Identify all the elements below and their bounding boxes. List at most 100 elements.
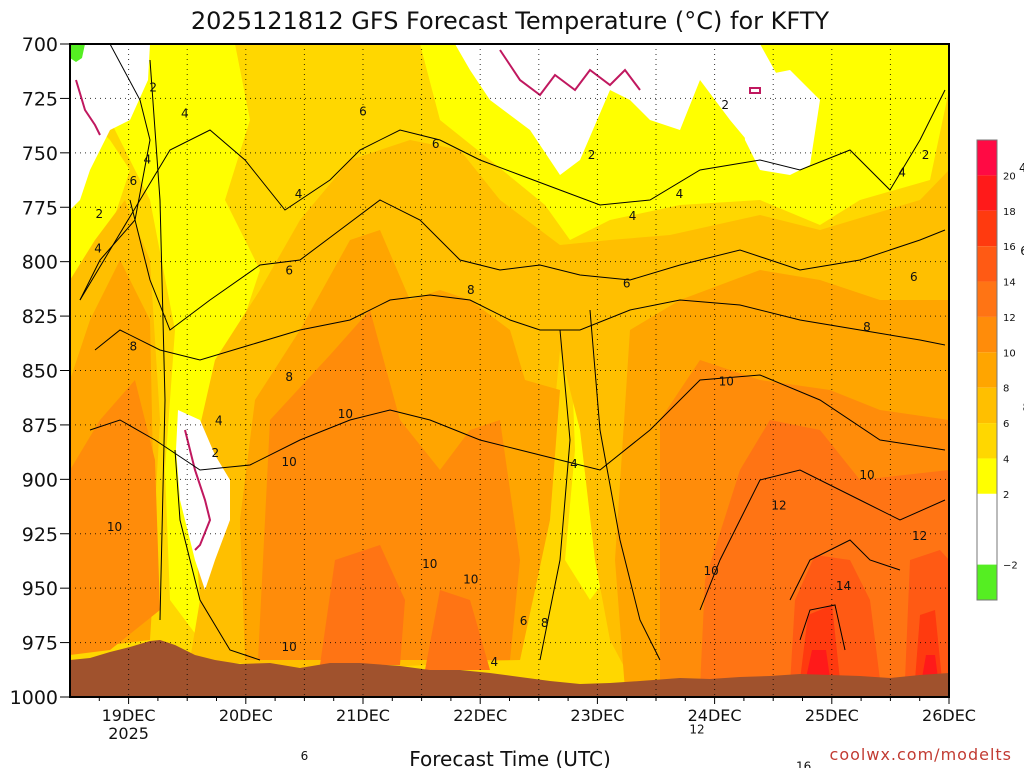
freezing-isotherm bbox=[184, 429, 212, 551]
temp-band-10-12 bbox=[258, 310, 520, 660]
x-axis-title: Forecast Time (UTC) bbox=[409, 747, 611, 768]
temp-band-2-4 bbox=[70, 44, 320, 665]
temp-band-below-2 bbox=[70, 44, 150, 210]
contour-label: 6 bbox=[623, 276, 631, 290]
x-tick-label: 19DEC bbox=[102, 706, 156, 725]
contour-line-14 bbox=[789, 539, 901, 601]
contour-label: 6 bbox=[432, 137, 440, 151]
freezing-isotherm bbox=[499, 49, 641, 97]
colorbar-label: 16 bbox=[1003, 242, 1016, 253]
contour-line-12 bbox=[699, 469, 946, 611]
contour-label: 6 bbox=[301, 749, 309, 763]
y-tick-label: 725 bbox=[22, 88, 58, 110]
y-tick-label: 750 bbox=[22, 143, 58, 165]
contour-label: 4 bbox=[898, 165, 906, 179]
colorbar-swatch bbox=[977, 175, 997, 211]
temp-band-below-2 bbox=[455, 44, 780, 175]
contour-label: 4 bbox=[181, 107, 189, 121]
plot-area bbox=[70, 44, 949, 697]
contour-label: 14 bbox=[836, 579, 851, 593]
contour-label: 10 bbox=[282, 455, 297, 469]
temp-band-12-14 bbox=[425, 590, 490, 670]
y-tick-label: 800 bbox=[22, 252, 58, 274]
y-axis: 700 725 750 775 800 825 850 875 900 925 950 975 1000 bbox=[10, 34, 70, 709]
colorbar-swatch bbox=[977, 210, 997, 247]
contour-line-16 bbox=[799, 604, 846, 651]
contour-label: 4 bbox=[490, 655, 498, 669]
contour-label: 12 bbox=[912, 529, 927, 543]
contour-line-2 bbox=[79, 44, 151, 301]
contour-label: 2 bbox=[95, 207, 103, 221]
temp-band-18-20 bbox=[806, 650, 830, 678]
colorbar-label: 2 bbox=[1003, 490, 1009, 501]
contour-line bbox=[149, 59, 166, 621]
contour-label: 8 bbox=[467, 283, 475, 297]
x-tick-label: 20DEC bbox=[219, 706, 273, 725]
freezing-isotherm bbox=[749, 87, 761, 94]
temp-band-18-20 bbox=[922, 655, 938, 678]
contour-label: 4 bbox=[1019, 161, 1024, 175]
contour-label: 10 bbox=[338, 407, 353, 421]
colorbar-frame bbox=[976, 139, 998, 601]
contour-label: 8 bbox=[863, 320, 871, 334]
temp-band-below-2 bbox=[176, 410, 230, 590]
contour-label: 10 bbox=[107, 520, 122, 534]
contour-label: 16 bbox=[796, 760, 811, 768]
contour-label: 12 bbox=[689, 723, 704, 737]
y-tick-label: 950 bbox=[22, 578, 58, 600]
colorbar-label: 14 bbox=[1003, 278, 1016, 289]
x-tick-label: 21DEC bbox=[336, 706, 390, 725]
contour-label: 6 bbox=[520, 614, 528, 628]
y-tick-label: 700 bbox=[22, 34, 58, 56]
colorbar-label: 10 bbox=[1003, 348, 1016, 359]
contour-label: 2 bbox=[922, 148, 930, 162]
colorbar-swatch bbox=[977, 316, 997, 353]
contour-label: 6 bbox=[359, 104, 367, 118]
colorbar-swatch bbox=[977, 564, 997, 600]
contour-label: 10 bbox=[859, 468, 874, 482]
temp-band-below-minus-2 bbox=[70, 44, 85, 62]
x-tick-label: 24DEC bbox=[688, 706, 742, 725]
x-tick-label: 25DEC bbox=[805, 706, 859, 725]
contour-label: 4 bbox=[629, 209, 637, 223]
colorbar-swatch bbox=[977, 387, 997, 424]
contour-label: 2 bbox=[588, 148, 596, 162]
y-tick-label: 875 bbox=[22, 415, 58, 437]
credit-text: coolwx.com/modelts bbox=[830, 745, 1012, 764]
contour-label: 6 bbox=[1020, 244, 1024, 258]
contour-label: 8 bbox=[541, 616, 549, 630]
contour-label: 4 bbox=[295, 187, 303, 201]
colorbar: 20 18 16 14 12 10 8 6 4 2 −2 bbox=[976, 139, 1018, 601]
contour-label: 4 bbox=[215, 414, 223, 428]
colorbar-swatch bbox=[977, 423, 997, 459]
colorbar-label: 4 bbox=[1003, 454, 1009, 465]
colorbar-swatch bbox=[977, 281, 997, 317]
colorbar-label: 18 bbox=[1003, 207, 1016, 218]
contour-label: 6 bbox=[910, 270, 918, 284]
colorbar-label: 8 bbox=[1003, 384, 1009, 395]
contour-label: 2 bbox=[149, 81, 157, 95]
colorbar-swatch bbox=[977, 458, 997, 494]
colorbar-label: 6 bbox=[1003, 419, 1009, 430]
terrain-surface bbox=[70, 640, 949, 697]
contour-line bbox=[174, 449, 261, 661]
y-tick-label: 900 bbox=[22, 469, 58, 491]
y-tick-label: 775 bbox=[22, 197, 58, 219]
contour-label: 10 bbox=[703, 564, 718, 578]
contour-label: 10 bbox=[422, 557, 437, 571]
contour-label: 8 bbox=[285, 370, 293, 384]
x-tick-label: 23DEC bbox=[570, 706, 624, 725]
contour-label: 4 bbox=[570, 457, 578, 471]
x-tick-sublabel: 2025 bbox=[108, 724, 149, 743]
contour-label: 4 bbox=[144, 152, 152, 166]
x-tick-label: 26DEC bbox=[922, 706, 976, 725]
contour-label: 8 bbox=[129, 340, 137, 354]
x-tick-label: 22DEC bbox=[453, 706, 507, 725]
contour-labels: 2462224646444424666868881084421010101210… bbox=[94, 81, 1024, 768]
y-tick-label: 850 bbox=[22, 361, 58, 383]
contour-line bbox=[589, 309, 661, 661]
temp-band-12-14 bbox=[700, 420, 949, 688]
